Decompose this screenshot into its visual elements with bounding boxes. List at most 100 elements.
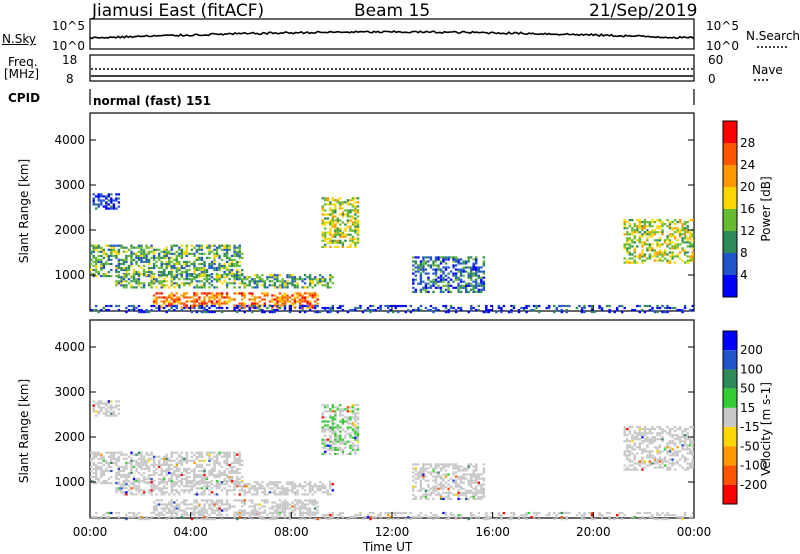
velocity-echo-cell — [346, 518, 350, 521]
power-echo-cell — [281, 300, 284, 303]
velocity-echo-cell — [668, 468, 672, 471]
velocity-echo-cell — [470, 479, 473, 482]
velocity-echo-cell — [470, 473, 473, 476]
power-echo-cell — [510, 304, 513, 308]
power-echo-cell — [346, 219, 350, 222]
velocity-echo-cell — [107, 455, 110, 458]
velocity-echo-cell — [683, 444, 687, 447]
power-echo-cell — [241, 252, 244, 255]
power-echo-cell — [638, 231, 641, 234]
power-echo-cell — [213, 304, 216, 308]
velocity-echo-cell — [163, 469, 166, 473]
power-echo-cell — [170, 304, 173, 308]
power-echo-cell — [241, 292, 244, 295]
velocity-echo-cell — [452, 487, 455, 490]
velocity-echo-cell — [434, 481, 438, 484]
power-echo-cell — [180, 294, 183, 297]
freq-right-top: 60 — [708, 53, 724, 67]
power-echo-cell — [253, 302, 256, 305]
power-echo-cell — [213, 302, 216, 305]
velocity-echo-cell — [203, 467, 206, 470]
velocity-echo-cell — [548, 514, 551, 517]
velocity-echo-cell — [115, 489, 118, 492]
velocity-echo-cell — [97, 402, 100, 405]
power-echo-cell — [668, 255, 672, 258]
power-echo-cell — [188, 306, 191, 310]
velocity-echo-cell — [321, 442, 324, 445]
velocity-echo-cell — [213, 455, 216, 458]
power-echo-cell — [210, 294, 214, 297]
power-echo-cell — [152, 266, 156, 270]
velocity-echo-cell — [462, 477, 465, 480]
power-echo-cell — [480, 270, 483, 273]
power-echo-cell — [152, 264, 156, 268]
velocity-echo-cell — [510, 511, 513, 515]
velocity-echo-cell — [661, 518, 664, 521]
power-echo-cell — [263, 294, 266, 297]
velocity-echo-cell — [100, 453, 103, 456]
power-echo-cell — [374, 309, 377, 312]
velocity-echo-cell — [626, 448, 629, 451]
velocity-echo-cell — [170, 467, 173, 470]
power-echo-cell — [115, 282, 118, 285]
power-echo-cell — [480, 278, 483, 281]
power-echo-cell — [228, 300, 231, 303]
power-echo-cell — [102, 273, 105, 276]
power-echo-cell — [188, 275, 191, 278]
velocity-echo-cell — [195, 511, 199, 514]
power-echo-cell — [683, 241, 687, 244]
power-echo-cell — [273, 274, 277, 277]
power-echo-cell — [230, 275, 234, 278]
velocity-echo-cell — [459, 487, 463, 490]
power-echo-cell — [210, 280, 214, 283]
power-echo-cell — [95, 207, 98, 210]
velocity-echo-cell — [422, 467, 425, 470]
velocity-echo-cell — [354, 420, 357, 423]
power-echo-cell — [228, 270, 231, 274]
velocity-echo-cell — [238, 455, 241, 458]
power-echo-cell — [243, 304, 246, 307]
power-echo-cell — [170, 294, 173, 297]
velocity-echo-cell — [616, 514, 619, 517]
power-echo-cell — [185, 268, 188, 272]
power-echo-cell — [263, 302, 266, 305]
velocity-echo-cell — [248, 514, 251, 517]
power-echo-cell — [95, 270, 98, 274]
power-echo-cell — [356, 223, 360, 226]
power-echo-cell — [462, 270, 465, 273]
power-echo-cell — [387, 304, 390, 308]
power-echo-cell — [510, 309, 513, 312]
power-echo-cell — [314, 304, 317, 308]
velocity-echo-cell — [107, 463, 110, 466]
power-echo-cell — [155, 302, 158, 305]
velocity-echo-cell — [152, 505, 156, 508]
power-echo-cell — [170, 296, 173, 299]
power-echo-cell — [459, 280, 463, 283]
power-echo-cell — [535, 304, 538, 308]
power-colorbar-tick: 20 — [740, 180, 755, 194]
velocity-echo-cell — [145, 463, 148, 466]
power-echo-cell — [218, 292, 221, 295]
velocity-echo-cell — [414, 485, 417, 488]
power-echo-cell — [691, 235, 694, 238]
power-echo-cell — [480, 284, 483, 287]
power-echo-cell — [200, 266, 204, 270]
power-echo-cell — [321, 197, 324, 200]
power-echo-cell — [95, 304, 98, 308]
velocity-echo-cell — [115, 400, 118, 403]
power-echo-cell — [102, 252, 105, 255]
velocity-echo-cell — [676, 516, 679, 519]
power-echo-cell — [417, 309, 420, 312]
velocity-echo-cell — [291, 481, 294, 484]
power-echo-cell — [643, 259, 647, 262]
velocity-echo-cell — [165, 463, 168, 466]
power-echo-cell — [115, 207, 118, 210]
velocity-echo-cell — [432, 479, 435, 482]
power-echo-cell — [467, 274, 470, 277]
power-echo-cell — [273, 298, 277, 301]
velocity-echo-cell — [631, 446, 634, 449]
power-echo-cell — [467, 282, 470, 285]
velocity-echo-cell — [590, 516, 594, 519]
power-echo-cell — [666, 261, 669, 264]
velocity-echo-cell — [115, 477, 118, 481]
